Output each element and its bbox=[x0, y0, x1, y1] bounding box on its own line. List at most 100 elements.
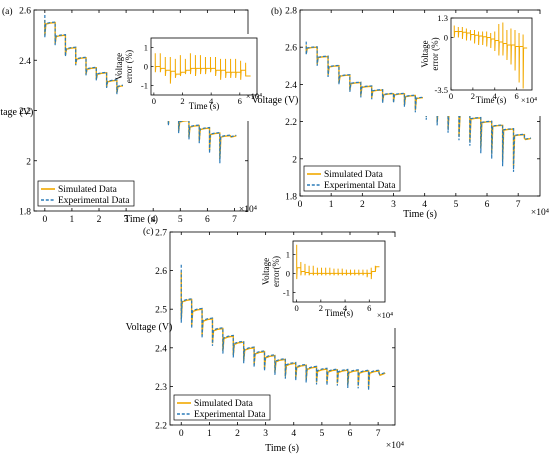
inset-x-tick-label: 6 bbox=[238, 96, 242, 106]
inset-y-axis-label: Voltageerror (%) bbox=[420, 37, 440, 70]
panel-label: (a) bbox=[2, 6, 13, 17]
legend-entry-simulated: Simulated Data bbox=[194, 399, 254, 409]
x-axis-multiplier: ×10⁴ bbox=[531, 208, 550, 218]
y-tick-label: 2.4 bbox=[155, 344, 167, 354]
y-axis-label: Voltage (V) bbox=[252, 95, 299, 106]
panel-label: (c) bbox=[143, 226, 154, 237]
y-axis-label: Voltage (V) bbox=[0, 107, 33, 118]
x-tick-label: 3 bbox=[263, 429, 268, 439]
x-tick-label: 0 bbox=[298, 200, 303, 210]
inset-y-tick-label: 0 bbox=[444, 33, 448, 43]
x-tick-label: 6 bbox=[485, 200, 490, 210]
plot-frame bbox=[169, 231, 396, 426]
inset-x-tick-label: 4 bbox=[209, 96, 214, 106]
inset-error-line bbox=[154, 53, 251, 84]
inset-background bbox=[123, 34, 269, 121]
x-axis-label: Time (s) bbox=[124, 214, 158, 225]
x-tick-label: 2 bbox=[235, 429, 240, 439]
y-tick-label: 2.4 bbox=[19, 57, 31, 67]
y-tick-label: 2.3 bbox=[155, 383, 167, 393]
inset-x-multiplier: ×10⁴ bbox=[521, 95, 537, 105]
y-tick-label: 2 bbox=[26, 157, 31, 167]
y-tick-label: 2.2 bbox=[19, 107, 31, 117]
x-tick-label: 5 bbox=[178, 215, 183, 225]
inset-x-multiplier: ×10⁴ bbox=[377, 310, 393, 320]
inset-x-tick-label: 4 bbox=[343, 303, 348, 313]
x-tick-label: 1 bbox=[207, 429, 212, 439]
x-tick-label: 0 bbox=[179, 429, 184, 439]
x-tick-label: 3 bbox=[391, 200, 396, 210]
panel-b: 0 1 2 3 4 5 6 7 1.8 2 2.2 2.4 2.6 2.8 Time (s) Voltage … bbox=[252, 6, 550, 220]
y-tick-label: 2.2 bbox=[285, 118, 297, 128]
inset-y-axis-label-line: Voltage bbox=[114, 53, 124, 80]
inset-y-tick-label: 0 bbox=[144, 62, 148, 72]
inset-y-axis-label: Voltageerror(%) bbox=[261, 256, 281, 287]
y-tick-label: 1.8 bbox=[285, 193, 297, 203]
y-tick-label: 1.8 bbox=[19, 208, 31, 218]
x-tick-label: 6 bbox=[205, 215, 210, 225]
inset-y-tick-label: 1 bbox=[286, 249, 290, 259]
x-axis-multiplier: ×10⁴ bbox=[386, 441, 405, 451]
inset-y-axis-label-line: error (%) bbox=[124, 50, 134, 83]
inset-background bbox=[265, 237, 397, 328]
x-tick-label: 2 bbox=[97, 215, 102, 225]
inset-x-tick-label: 4 bbox=[493, 91, 498, 101]
inset-x-axis-label: Time(s) bbox=[325, 308, 353, 318]
x-tick-label: 1 bbox=[329, 200, 334, 210]
panel-c: 0 1 2 3 4 5 6 7 2.2 2.3 2.4 2.5 2.6 2.7 Time (s) Voltag… bbox=[126, 226, 405, 454]
y-tick-label: 2.6 bbox=[155, 267, 167, 277]
inset-y-axis-label-line: Voltage bbox=[420, 40, 430, 67]
x-tick-label: 7 bbox=[516, 200, 521, 210]
inset-error-line bbox=[453, 22, 528, 89]
inset: 0 2 4 6 -1 0 1 Time (s) ×10⁴ Voltageerror (%) bbox=[114, 34, 269, 121]
panel-a: 0 1 2 3 4 5 6 7 1.8 2 2.2 2.4 2.6 Time (s) Voltage (V)… bbox=[0, 6, 269, 225]
x-tick-label: 5 bbox=[320, 429, 325, 439]
x-tick-label: 5 bbox=[453, 200, 458, 210]
x-axis-label: Time (s) bbox=[265, 443, 299, 454]
inset-x-multiplier: ×10⁴ bbox=[246, 91, 262, 101]
legend-entry-experimental: Experimental Data bbox=[324, 181, 396, 191]
inset-y-axis-label-line: error (%) bbox=[430, 37, 440, 70]
y-tick-label: 2.6 bbox=[19, 7, 31, 17]
x-tick-label: 7 bbox=[376, 429, 381, 439]
x-tick-label: 4 bbox=[422, 200, 427, 210]
x-axis-multiplier: ×10⁴ bbox=[239, 205, 258, 215]
panel-label: (b) bbox=[271, 6, 282, 17]
legend-entry-experimental: Experimental Data bbox=[58, 196, 130, 206]
y-tick-label: 2.5 bbox=[155, 306, 167, 316]
legend-entry-simulated: Simulated Data bbox=[58, 185, 118, 195]
inset-x-tick-label: 6 bbox=[515, 91, 519, 101]
inset-x-tick-label: 0 bbox=[152, 96, 156, 106]
y-tick-label: 2.4 bbox=[285, 81, 297, 91]
x-tick-label: 6 bbox=[348, 429, 353, 439]
inset-y-tick-label: 1 bbox=[144, 43, 148, 53]
inset: 0 2 4 6 -1 0 1 Time(s) ×10⁴ Voltageerror(%) bbox=[261, 237, 397, 328]
legend-box bbox=[173, 394, 271, 421]
y-tick-label: 2 bbox=[292, 155, 297, 165]
inset-frame bbox=[450, 17, 533, 91]
legend-entry-experimental: Experimental Data bbox=[194, 410, 266, 420]
x-tick-label: 7 bbox=[232, 215, 237, 225]
inset-y-tick-label: -1 bbox=[141, 81, 148, 91]
x-tick-label: 4 bbox=[151, 215, 156, 225]
inset-frame bbox=[292, 240, 386, 303]
inset-x-tick-label: 0 bbox=[449, 91, 453, 101]
x-tick-label: 2 bbox=[360, 200, 365, 210]
inset-x-tick-label: 0 bbox=[295, 303, 299, 313]
y-tick-label: 2.6 bbox=[285, 44, 297, 54]
inset-x-tick-label: 2 bbox=[471, 91, 475, 101]
y-tick-label: 2.2 bbox=[155, 422, 167, 432]
y-tick-label: 2.8 bbox=[285, 7, 297, 17]
inset-y-axis-label: Voltageerror (%) bbox=[114, 50, 134, 83]
series-experimental-line bbox=[305, 41, 532, 172]
inset-x-axis-label: Time (s) bbox=[189, 101, 219, 111]
inset-error-line bbox=[296, 244, 380, 280]
inset-x-tick-label: 2 bbox=[319, 303, 323, 313]
inset-y-axis-label-line: Voltage bbox=[261, 258, 271, 285]
inset-y-tick-label: -1 bbox=[283, 287, 290, 297]
